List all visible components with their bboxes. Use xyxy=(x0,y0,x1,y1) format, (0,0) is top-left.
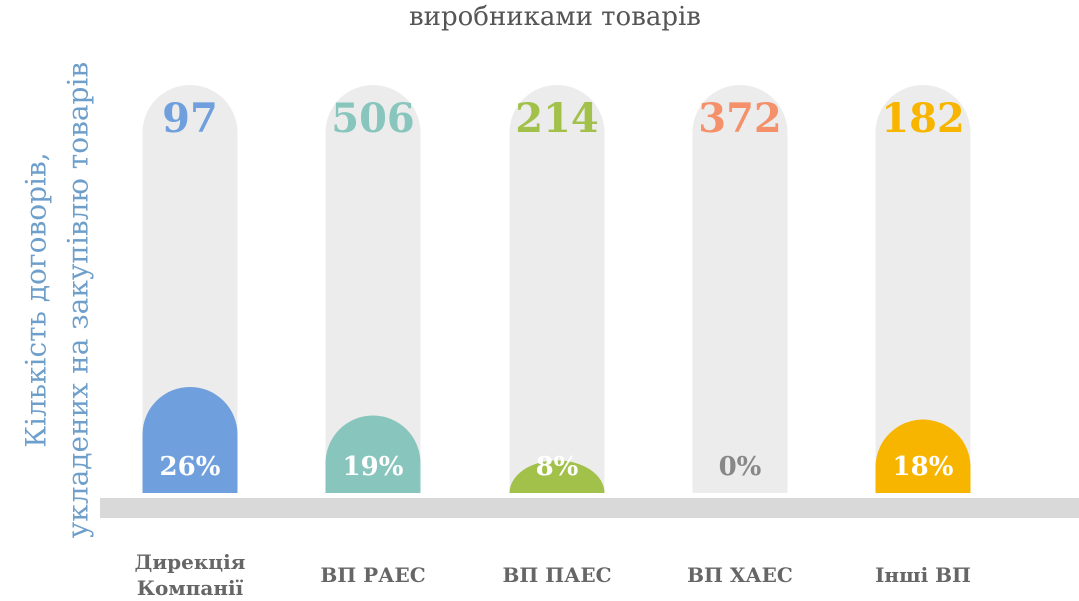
value-label: 0% xyxy=(719,452,762,482)
bar xyxy=(142,386,238,493)
value-label: 8% xyxy=(536,452,579,482)
axis-band xyxy=(100,498,1079,518)
y-axis-label: укладених на закупівлю товарів xyxy=(62,62,95,538)
x-tick-label: ВП ПАЕС xyxy=(502,563,612,587)
x-tick-label: Інші ВП xyxy=(875,563,971,587)
value-label: 18% xyxy=(893,452,954,482)
count-label: 214 xyxy=(515,95,599,142)
value-label: 19% xyxy=(343,452,404,482)
count-label: 506 xyxy=(331,95,415,142)
bar-track xyxy=(692,85,788,494)
bar-track xyxy=(142,85,238,494)
bar xyxy=(509,460,605,493)
value-label: 26% xyxy=(160,452,221,482)
bar-track xyxy=(875,85,971,494)
bar-track xyxy=(325,85,421,493)
y-axis-label: Кількість договорів, xyxy=(20,152,53,447)
x-tick-label: Дирекція Компанії xyxy=(134,550,246,600)
count-label: 97 xyxy=(162,95,218,142)
x-tick-label: ВП ХАЕС xyxy=(687,563,793,587)
x-tick-label: ВП РАЕС xyxy=(320,563,426,587)
count-label: 372 xyxy=(698,95,782,142)
count-label: 182 xyxy=(881,95,965,142)
bar-track xyxy=(509,85,605,494)
bar xyxy=(875,419,971,493)
chart-title: виробниками товарів xyxy=(409,2,701,32)
bar xyxy=(325,415,421,493)
